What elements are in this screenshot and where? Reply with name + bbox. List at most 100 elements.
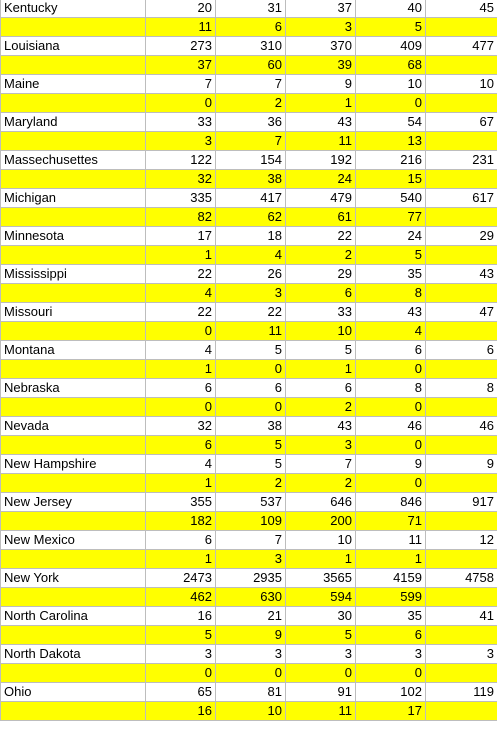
state-name-cell[interactable]: New York (0, 568, 146, 588)
state-name-cell[interactable]: Ohio (0, 682, 146, 702)
value-cell[interactable]: 8 (425, 378, 497, 398)
empty-cell[interactable] (0, 359, 146, 379)
change-cell[interactable]: 11 (285, 701, 356, 721)
value-cell[interactable]: 45 (425, 0, 497, 18)
change-cell[interactable]: 17 (355, 701, 426, 721)
state-name-cell[interactable]: Maryland (0, 112, 146, 132)
value-cell[interactable]: 47 (425, 302, 497, 322)
change-cell[interactable]: 1 (145, 473, 216, 493)
change-cell[interactable]: 15 (355, 169, 426, 189)
change-cell[interactable] (425, 397, 497, 417)
value-cell[interactable]: 122 (145, 150, 216, 170)
empty-cell[interactable] (0, 663, 146, 683)
state-name-cell[interactable]: Montana (0, 340, 146, 360)
value-cell[interactable]: 3 (145, 644, 216, 664)
empty-cell[interactable] (0, 435, 146, 455)
value-cell[interactable]: 6 (425, 340, 497, 360)
value-cell[interactable]: 26 (215, 264, 286, 284)
change-cell[interactable]: 6 (285, 283, 356, 303)
value-cell[interactable]: 35 (355, 264, 426, 284)
change-cell[interactable]: 2 (285, 473, 356, 493)
empty-cell[interactable] (0, 169, 146, 189)
value-cell[interactable]: 46 (355, 416, 426, 436)
value-cell[interactable]: 9 (425, 454, 497, 474)
change-cell[interactable]: 62 (215, 207, 286, 227)
state-name-cell[interactable]: North Dakota (0, 644, 146, 664)
empty-cell[interactable] (0, 701, 146, 721)
value-cell[interactable]: 102 (355, 682, 426, 702)
value-cell[interactable]: 10 (285, 530, 356, 550)
value-cell[interactable]: 4758 (425, 568, 497, 588)
change-cell[interactable]: 13 (355, 131, 426, 151)
change-cell[interactable]: 24 (285, 169, 356, 189)
value-cell[interactable]: 2473 (145, 568, 216, 588)
state-name-cell[interactable]: Louisiana (0, 36, 146, 56)
change-cell[interactable]: 6 (355, 625, 426, 645)
state-name-cell[interactable]: Michigan (0, 188, 146, 208)
value-cell[interactable]: 7 (215, 74, 286, 94)
value-cell[interactable]: 30 (285, 606, 356, 626)
value-cell[interactable]: 67 (425, 112, 497, 132)
state-name-cell[interactable]: North Carolina (0, 606, 146, 626)
change-cell[interactable]: 0 (355, 93, 426, 113)
empty-cell[interactable] (0, 245, 146, 265)
value-cell[interactable]: 7 (145, 74, 216, 94)
state-name-cell[interactable]: Nevada (0, 416, 146, 436)
change-cell[interactable] (425, 511, 497, 531)
change-cell[interactable]: 6 (215, 17, 286, 37)
change-cell[interactable]: 2 (285, 245, 356, 265)
change-cell[interactable]: 0 (145, 93, 216, 113)
state-name-cell[interactable]: Missouri (0, 302, 146, 322)
value-cell[interactable]: 18 (215, 226, 286, 246)
value-cell[interactable]: 17 (145, 226, 216, 246)
change-cell[interactable]: 200 (285, 511, 356, 531)
change-cell[interactable]: 5 (355, 17, 426, 37)
change-cell[interactable] (425, 283, 497, 303)
empty-cell[interactable] (0, 55, 146, 75)
value-cell[interactable]: 646 (285, 492, 356, 512)
value-cell[interactable]: 22 (285, 226, 356, 246)
value-cell[interactable]: 29 (425, 226, 497, 246)
value-cell[interactable]: 46 (425, 416, 497, 436)
value-cell[interactable]: 3 (425, 644, 497, 664)
value-cell[interactable]: 192 (285, 150, 356, 170)
value-cell[interactable]: 409 (355, 36, 426, 56)
empty-cell[interactable] (0, 93, 146, 113)
state-name-cell[interactable]: Massechusettes (0, 150, 146, 170)
change-cell[interactable] (425, 701, 497, 721)
state-name-cell[interactable]: Nebraska (0, 378, 146, 398)
change-cell[interactable]: 10 (285, 321, 356, 341)
change-cell[interactable] (425, 321, 497, 341)
change-cell[interactable] (425, 663, 497, 683)
change-cell[interactable]: 3 (215, 283, 286, 303)
change-cell[interactable] (425, 245, 497, 265)
value-cell[interactable]: 4 (145, 454, 216, 474)
change-cell[interactable]: 1 (145, 549, 216, 569)
value-cell[interactable]: 617 (425, 188, 497, 208)
change-cell[interactable]: 5 (145, 625, 216, 645)
empty-cell[interactable] (0, 321, 146, 341)
empty-cell[interactable] (0, 283, 146, 303)
change-cell[interactable] (425, 17, 497, 37)
change-cell[interactable]: 3 (215, 549, 286, 569)
value-cell[interactable]: 41 (425, 606, 497, 626)
change-cell[interactable]: 1 (285, 93, 356, 113)
value-cell[interactable]: 6 (215, 378, 286, 398)
change-cell[interactable]: 182 (145, 511, 216, 531)
value-cell[interactable]: 43 (355, 302, 426, 322)
change-cell[interactable] (425, 207, 497, 227)
change-cell[interactable] (425, 359, 497, 379)
change-cell[interactable] (425, 131, 497, 151)
change-cell[interactable]: 7 (215, 131, 286, 151)
value-cell[interactable]: 32 (145, 416, 216, 436)
change-cell[interactable]: 594 (285, 587, 356, 607)
change-cell[interactable]: 0 (145, 397, 216, 417)
change-cell[interactable] (425, 587, 497, 607)
change-cell[interactable]: 11 (145, 17, 216, 37)
empty-cell[interactable] (0, 473, 146, 493)
value-cell[interactable]: 6 (145, 378, 216, 398)
change-cell[interactable] (425, 625, 497, 645)
change-cell[interactable]: 2 (215, 473, 286, 493)
value-cell[interactable]: 29 (285, 264, 356, 284)
value-cell[interactable]: 5 (215, 454, 286, 474)
